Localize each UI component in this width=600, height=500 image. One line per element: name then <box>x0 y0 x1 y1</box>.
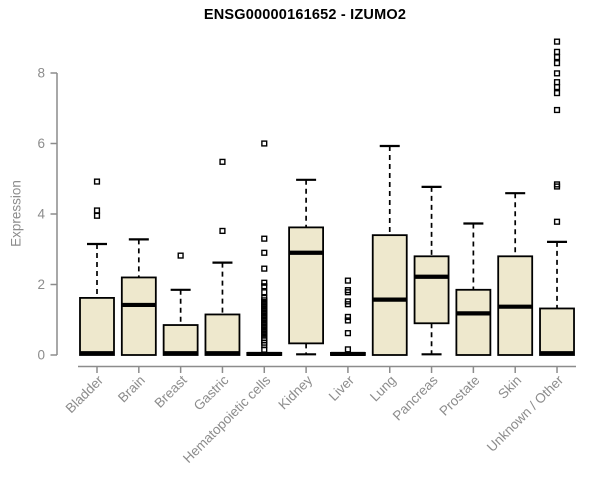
outlier-point <box>344 313 352 321</box>
outlier-point <box>553 70 561 77</box>
outlier-point <box>344 317 352 324</box>
x-tick-label: Breast <box>152 372 190 410</box>
outlier-point <box>261 249 268 256</box>
x-tick-label: Lung <box>367 373 399 405</box>
box <box>539 307 575 356</box>
y-tick-label: 0 <box>37 348 45 363</box>
y-tick-label: 6 <box>37 136 45 151</box>
box <box>413 255 450 325</box>
outlier-point <box>344 277 352 284</box>
outlier-point <box>344 346 352 353</box>
box <box>79 296 115 356</box>
outlier-point <box>261 235 268 242</box>
box <box>204 313 241 356</box>
outlier-point <box>553 79 561 86</box>
box <box>371 234 408 356</box>
y-tick-label: 2 <box>37 277 45 292</box>
outlier-point <box>261 279 268 286</box>
outlier-point <box>219 158 226 165</box>
outlier-point <box>261 265 268 272</box>
outlier-point <box>553 218 561 225</box>
outlier-point <box>553 89 561 97</box>
x-tick-label: Bladder <box>63 372 107 416</box>
outlier-point <box>93 178 101 185</box>
outlier-point <box>553 38 561 45</box>
outlier-point <box>93 212 101 219</box>
outlier-point <box>553 54 561 61</box>
x-tick-label: Unknown / Other <box>484 372 567 455</box>
x-tick-label: Brain <box>115 373 148 406</box>
x-tick-label: Pancreas <box>390 372 441 423</box>
box <box>288 226 325 345</box>
outlier-point <box>553 106 561 114</box>
outlier-point <box>261 289 268 296</box>
box <box>120 276 157 356</box>
outlier-point <box>261 140 268 147</box>
x-tick-label: Kidney <box>275 372 315 412</box>
outlier-point <box>553 60 561 67</box>
outlier-point <box>344 330 352 337</box>
outlier-point <box>177 252 184 259</box>
outlier-point <box>553 48 561 55</box>
outlier-point <box>344 287 352 294</box>
box <box>455 288 492 356</box>
outlier-point <box>553 181 561 188</box>
box <box>162 324 199 356</box>
chart-title: ENSG00000161652 - IZUMO2 <box>203 7 407 23</box>
x-tick-label: Prostate <box>436 373 482 419</box>
outlier-point <box>219 227 226 235</box>
y-tick-label: 8 <box>37 66 45 81</box>
outlier-point <box>261 294 268 301</box>
outlier-point <box>93 207 101 214</box>
outlier-point <box>553 83 561 91</box>
outlier-point <box>344 298 352 305</box>
y-tick-label: 4 <box>37 207 45 222</box>
x-tick-label: Skin <box>495 373 524 402</box>
outlier-point <box>261 283 268 290</box>
x-tick-label: Gastric <box>191 372 232 413</box>
x-tick-label: Liver <box>326 372 358 404</box>
